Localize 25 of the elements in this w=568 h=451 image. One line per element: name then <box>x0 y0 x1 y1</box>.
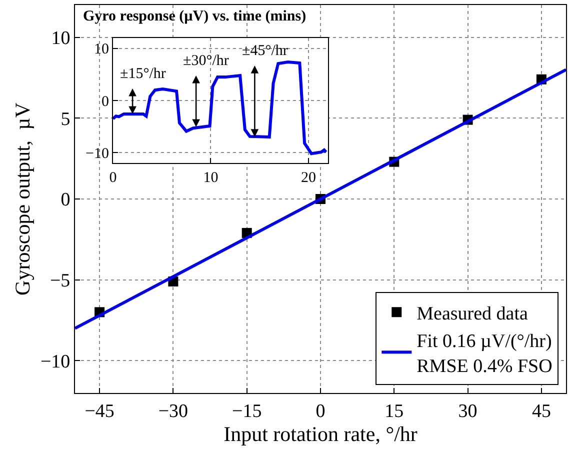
y-tick-label: 0 <box>102 94 109 110</box>
x-tick-label: −45 <box>84 400 114 422</box>
y-tick-label: 5 <box>60 108 70 130</box>
y-tick-label: −10 <box>86 146 109 162</box>
legend-label: Fit 0.16 µV/(°/hr) RMSE 0.4% FSO <box>416 331 552 377</box>
annotation: ±15°/hr <box>120 66 166 82</box>
y-axis-title: Gyroscope output, µV <box>10 102 35 296</box>
y-tick-label: 0 <box>60 190 70 211</box>
x-tick-label: 15 <box>384 400 404 422</box>
y-tick-label: −10 <box>40 351 70 372</box>
legend-label: Measured data <box>416 304 529 324</box>
x-tick-label: 0 <box>316 400 326 422</box>
y-tick-label: −5 <box>50 270 70 292</box>
x-tick-label: 30 <box>458 400 478 422</box>
x-axis-title: Input rotation rate, °/hr <box>224 422 418 446</box>
x-tick-label: 10 <box>203 170 218 186</box>
x-tick-label: 45 <box>532 400 551 422</box>
annotation: ±45°/hr <box>242 43 288 59</box>
y-tick-label: 10 <box>51 28 70 49</box>
x-tick-label: −15 <box>232 400 262 422</box>
annotation: ±30°/hr <box>183 53 229 69</box>
x-tick-label: 20 <box>300 170 316 186</box>
chart-title: Gyro response (µV) vs. time (mins) <box>83 8 306 24</box>
x-tick-label: −30 <box>158 400 188 422</box>
y-tick-label: 10 <box>94 42 109 58</box>
